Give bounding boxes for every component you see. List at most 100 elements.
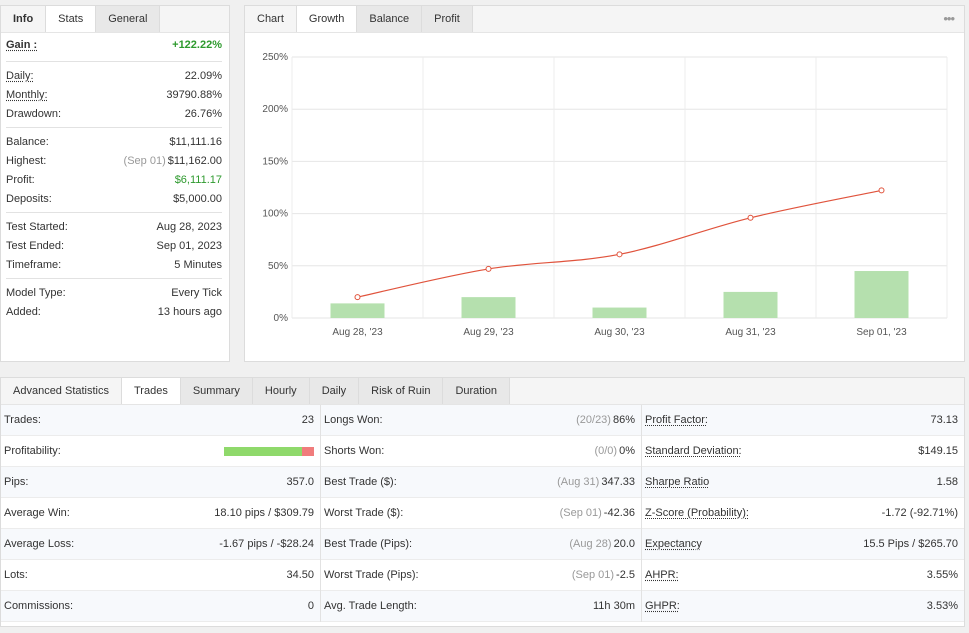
daily-label[interactable]: Daily: [6, 69, 34, 82]
stats-row-z-score-probability: Z-Score (Probability): -1.72 (-92.71%) [642, 498, 964, 529]
test-ended-row: Test Ended: Sep 01, 2023 [6, 236, 222, 255]
y-tick-label: 0% [274, 313, 289, 324]
lots-value: 34.50 [286, 569, 314, 581]
stats-column-3: Profit Factor: 73.13 Standard Deviation: $1… [642, 405, 964, 622]
tab-general[interactable]: General [96, 6, 161, 32]
trades-label: Trades: [4, 414, 41, 426]
tab-chart[interactable]: Chart [245, 6, 297, 32]
advanced-statistics-panel: Advanced Statistics Trades Summary Hourl… [0, 377, 965, 627]
best-trade-value: 347.33 [601, 476, 635, 488]
tab-balance[interactable]: Balance [357, 6, 423, 32]
z-score-probability-value: -1.72 (-92.71%) [881, 507, 958, 519]
profitability-label: Profitability: [4, 445, 61, 457]
profitability-win-segment [224, 446, 303, 456]
balance-value: $11,111.16 [169, 135, 222, 148]
ahpr-value: 3.55% [926, 569, 958, 581]
stats-row-trades: Trades: 23 [1, 405, 320, 436]
stats-row-ahpr: AHPR: 3.55% [642, 560, 964, 591]
standard-deviation-value: $149.15 [918, 445, 958, 457]
growth-point [616, 251, 623, 258]
chart-panel: Chart Growth Balance Profit ••• 0% 50% 100… [244, 5, 965, 362]
stats-row-average-loss: Average Loss: -1.67 pips / -$28.24 [1, 529, 320, 560]
stats-row-longs-won: Longs Won: (20/23) 86% [321, 405, 641, 436]
growth-point [485, 265, 492, 272]
tab-stats[interactable]: Stats [46, 6, 97, 32]
profit-factor-label[interactable]: Profit Factor: [645, 414, 708, 426]
y-tick-label: 250% [262, 52, 288, 63]
z-score-probability-label[interactable]: Z-Score (Probability): [645, 507, 749, 519]
sharpe-ratio-value: 1.58 [936, 476, 958, 488]
tab-hourly[interactable]: Hourly [252, 378, 310, 404]
expectancy-value: 15.5 Pips / $265.70 [863, 538, 958, 550]
worst-trade-date: (Sep 01) [559, 507, 602, 519]
average-win-value: 18.10 pips / $309.79 [214, 507, 314, 519]
timeframe-row: Timeframe: 5 Minutes [6, 255, 222, 274]
daily-row: Daily: 22.09% [6, 66, 222, 85]
tab-summary[interactable]: Summary [180, 378, 253, 404]
standard-deviation-label[interactable]: Standard Deviation: [645, 445, 742, 457]
gain-value: +122.22% [172, 39, 222, 51]
drawdown-value: 26.76% [184, 107, 222, 120]
highest-value: $11,162.00 [167, 154, 222, 167]
tab-risk-of-ruin[interactable]: Risk of Ruin [359, 378, 444, 404]
best-trade-pips-value: 20.0 [613, 538, 635, 550]
growth-line [357, 189, 882, 298]
average-loss-label: Average Loss: [4, 538, 75, 550]
test-started-label: Test Started: [6, 220, 68, 233]
bar [592, 307, 647, 318]
highest-date: (Sep 01) [123, 154, 166, 167]
deposits-label: Deposits: [6, 192, 52, 205]
tab-info[interactable]: Info [1, 6, 47, 32]
sharpe-ratio-label[interactable]: Sharpe Ratio [645, 476, 710, 488]
monthly-label[interactable]: Monthly: [6, 88, 48, 101]
stats-row-shorts-won: Shorts Won: (0/0) 0% [321, 436, 641, 467]
profit-factor-value: 73.13 [930, 414, 958, 426]
test-started-value: Aug 28, 2023 [156, 220, 222, 233]
tab-trades[interactable]: Trades [122, 378, 181, 404]
worst-trade-label: Worst Trade ($): [324, 507, 404, 519]
stats-row-standard-deviation: Standard Deviation: $149.15 [642, 436, 964, 467]
growth-point [354, 294, 361, 301]
tab-growth[interactable]: Growth [296, 6, 358, 32]
longs-won-date: (20/23) [576, 414, 611, 426]
stats-row-avg-trade-length: Avg. Trade Length: 11h 30m [321, 591, 641, 622]
tab-advanced-statistics[interactable]: Advanced Statistics [1, 378, 122, 404]
average-win-label: Average Win: [4, 507, 70, 519]
stats-row-best-trade-pips: Best Trade (Pips): (Aug 28) 20.0 [321, 529, 641, 560]
test-ended-label: Test Ended: [6, 239, 65, 252]
tab-duration[interactable]: Duration [443, 378, 511, 404]
x-tick-label: Sep 01, '23 [856, 327, 907, 338]
account-info-panel: Info Stats General Gain : +122.22% Daily… [0, 5, 230, 362]
tab-daily[interactable]: Daily [309, 378, 360, 404]
x-tick-label: Aug 30, '23 [594, 327, 645, 338]
bar [330, 303, 385, 318]
highest-label: Highest: [6, 154, 47, 167]
stats-row-profit-factor: Profit Factor: 73.13 [642, 405, 964, 436]
gain-label[interactable]: Gain : [6, 39, 38, 51]
stats-row-pips: Pips: 357.0 [1, 467, 320, 498]
stats-row-worst-trade-pips: Worst Trade (Pips): (Sep 01) -2.5 [321, 560, 641, 591]
shorts-won-date: (0/0) [594, 445, 618, 457]
model-type-label: Model Type: [6, 286, 66, 299]
monthly-row: Monthly: 39790.88% [6, 85, 222, 104]
ghpr-label[interactable]: GHPR: [645, 600, 680, 612]
stats-row-expectancy: Expectancy 15.5 Pips / $265.70 [642, 529, 964, 560]
stats-column-1: Trades: 23 Profitability: Pips: 357.0 Average… [1, 405, 321, 622]
stats-row-lots: Lots: 34.50 [1, 560, 320, 591]
stats-row-average-win: Average Win: 18.10 pips / $309.79 [1, 498, 320, 529]
added-row: Added: 13 hours ago [6, 302, 222, 321]
best-trade-pips-label: Best Trade (Pips): [324, 538, 413, 550]
worst-trade-value: -42.36 [603, 507, 635, 519]
pips-label: Pips: [4, 476, 29, 488]
ghpr-value: 3.53% [926, 600, 958, 612]
bar [854, 271, 909, 318]
chart-menu-icon[interactable]: ••• [943, 11, 955, 26]
tab-profit[interactable]: Profit [422, 6, 473, 32]
profit-row: Profit: $6,111.17 [6, 170, 222, 189]
x-tick-label: Aug 31, '23 [725, 327, 776, 338]
stats-row-profitability: Profitability: [1, 436, 320, 467]
monthly-value: 39790.88% [166, 88, 222, 101]
ahpr-label[interactable]: AHPR: [645, 569, 679, 581]
expectancy-label[interactable]: Expectancy [645, 538, 702, 550]
balance-row: Balance: $11,111.16 [6, 132, 222, 151]
